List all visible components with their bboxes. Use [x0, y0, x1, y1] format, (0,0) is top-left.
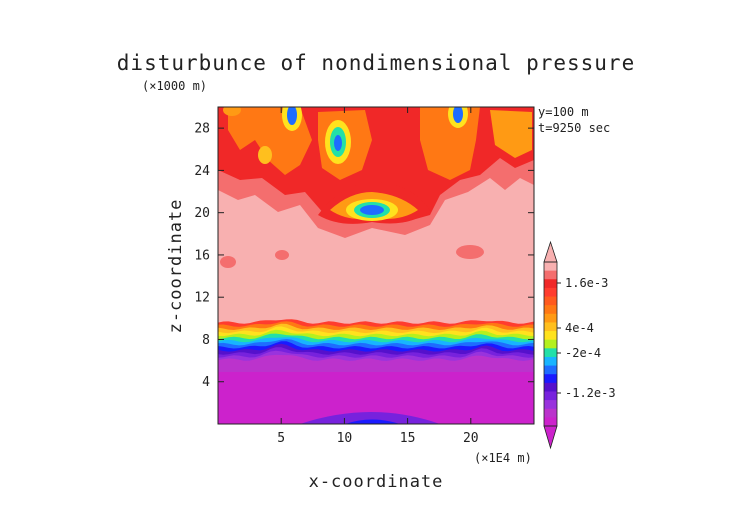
colorbar-swatch	[544, 408, 557, 418]
colorbar-swatch	[544, 322, 557, 332]
colorbar: 1.6e-3 4e-4 -2e-4 -1.2e-3	[543, 240, 616, 450]
top-left-blob-blue	[287, 107, 297, 125]
annotation-y: y=100 m	[538, 105, 589, 119]
colorbar-swatch	[544, 400, 557, 410]
colorbar-frame	[543, 261, 558, 427]
y-tick-label: 4	[202, 375, 210, 390]
bottom-purple-patch	[300, 412, 440, 424]
colorbar-tick-label: -2e-4	[565, 346, 601, 360]
small-blob-4	[456, 245, 484, 259]
colorbar-tick-label: 4e-4	[565, 321, 594, 335]
y-tick-label: 12	[194, 291, 210, 306]
lower-layer	[218, 372, 534, 424]
bottom-blue-patch	[345, 419, 400, 424]
upper-band-orange-3	[420, 107, 480, 180]
upper-band-orange-4	[490, 110, 532, 158]
x-tick-label: 15	[400, 431, 416, 446]
y-tick-label: 24	[194, 164, 210, 179]
annotation-t: t=9250 sec	[538, 121, 610, 135]
plot-frame	[217, 106, 535, 425]
y-tick-label: 20	[194, 206, 210, 221]
small-blob-2	[223, 107, 241, 116]
x-unit-label: (×1E4 m)	[474, 451, 532, 465]
colorbar-swatch	[544, 287, 557, 298]
colorbar-tick-label: 1.6e-3	[565, 276, 608, 290]
x-tick-label: 20	[463, 431, 479, 446]
colorbar-swatch	[544, 305, 557, 315]
top-right-blob-blue	[453, 107, 463, 123]
left-blob-blue	[334, 135, 342, 151]
small-blob-5	[220, 256, 236, 268]
colorbar-swatch	[544, 339, 557, 349]
x-tick-label: 5	[277, 431, 285, 446]
y-axis-label: z-coordinate	[166, 199, 186, 334]
x-tick-label: 10	[337, 431, 353, 446]
x-axis: 5 10 15 20	[277, 107, 479, 446]
colorbar-swatch	[544, 313, 557, 323]
small-blob-3	[275, 250, 289, 260]
colorbar-swatch	[544, 382, 557, 392]
colorbar-swatch	[544, 331, 557, 341]
y-tick-label: 8	[202, 333, 210, 348]
colorbar-swatch	[544, 262, 557, 272]
upper-disturbances	[218, 107, 534, 268]
colorbar-swatch	[544, 365, 557, 375]
y-unit-label: (×1000 m)	[142, 79, 207, 93]
colorbar-swatch	[544, 279, 557, 289]
colorbar-swatch	[544, 348, 557, 358]
colorbar-swatch	[544, 391, 557, 401]
small-blob-1	[258, 146, 272, 164]
colorbar-bottom-arrow	[543, 425, 558, 450]
plot-area	[218, 107, 534, 424]
colorbar-swatch	[544, 374, 557, 384]
colorbar-tick-label: -1.2e-3	[565, 386, 616, 400]
y-axis: 4 8 12 16 20 24 28	[194, 122, 534, 390]
y-tick-label: 28	[194, 122, 210, 137]
colorbar-top-arrow	[543, 240, 558, 263]
colorbar-swatch	[544, 417, 557, 427]
colorbar-swatch	[544, 296, 557, 306]
y-tick-label: 16	[194, 248, 210, 263]
colorbar-swatch	[544, 356, 557, 367]
chart-title: disturbunce of nondimensional pressure	[117, 51, 635, 75]
colorbar-swatch	[544, 270, 557, 280]
central-blob-blue	[360, 205, 384, 215]
x-axis-label: x-coordinate	[309, 472, 444, 492]
